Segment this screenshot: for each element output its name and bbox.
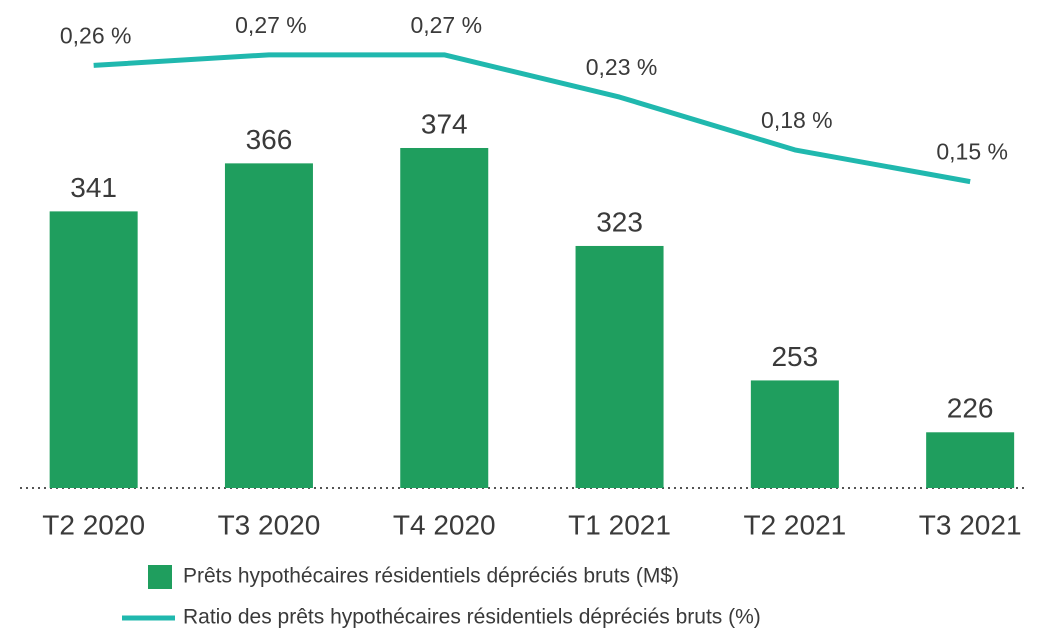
ratio-line	[93, 52, 971, 185]
line-value-label: 0,18 %	[761, 107, 833, 133]
bar	[750, 380, 839, 488]
legend-swatch	[148, 565, 172, 589]
line-value-label: 0,15 %	[936, 139, 1008, 165]
bar	[575, 245, 664, 488]
x-tick-label: T3 2021	[919, 509, 1022, 540]
bar	[224, 163, 313, 488]
bar-value-label: 253	[771, 341, 818, 372]
legend-label: Prêts hypothécaires résidentiels dépréci…	[183, 565, 679, 588]
bar	[49, 211, 138, 488]
bar-value-label: 366	[246, 124, 293, 155]
x-tick-label: T2 2021	[743, 509, 846, 540]
x-tick-label: T3 2020	[218, 509, 321, 540]
bar-value-label: 374	[421, 108, 468, 139]
bar-value-label: 341	[70, 172, 117, 203]
line-value-label: 0,27 %	[410, 12, 482, 38]
bar	[400, 147, 489, 488]
bar-value-label: 323	[596, 206, 643, 237]
legend-label: Ratio des prêts hypothécaires résidentie…	[183, 606, 761, 629]
line-value-label: 0,26 %	[60, 22, 132, 48]
line-value-label: 0,23 %	[586, 54, 658, 80]
bar	[926, 432, 1015, 488]
line-value-label: 0,27 %	[235, 12, 307, 38]
x-tick-label: T1 2021	[568, 509, 671, 540]
x-tick-label: T2 2020	[42, 509, 145, 540]
bar-value-label: 226	[947, 393, 994, 424]
x-tick-label: T4 2020	[393, 509, 496, 540]
